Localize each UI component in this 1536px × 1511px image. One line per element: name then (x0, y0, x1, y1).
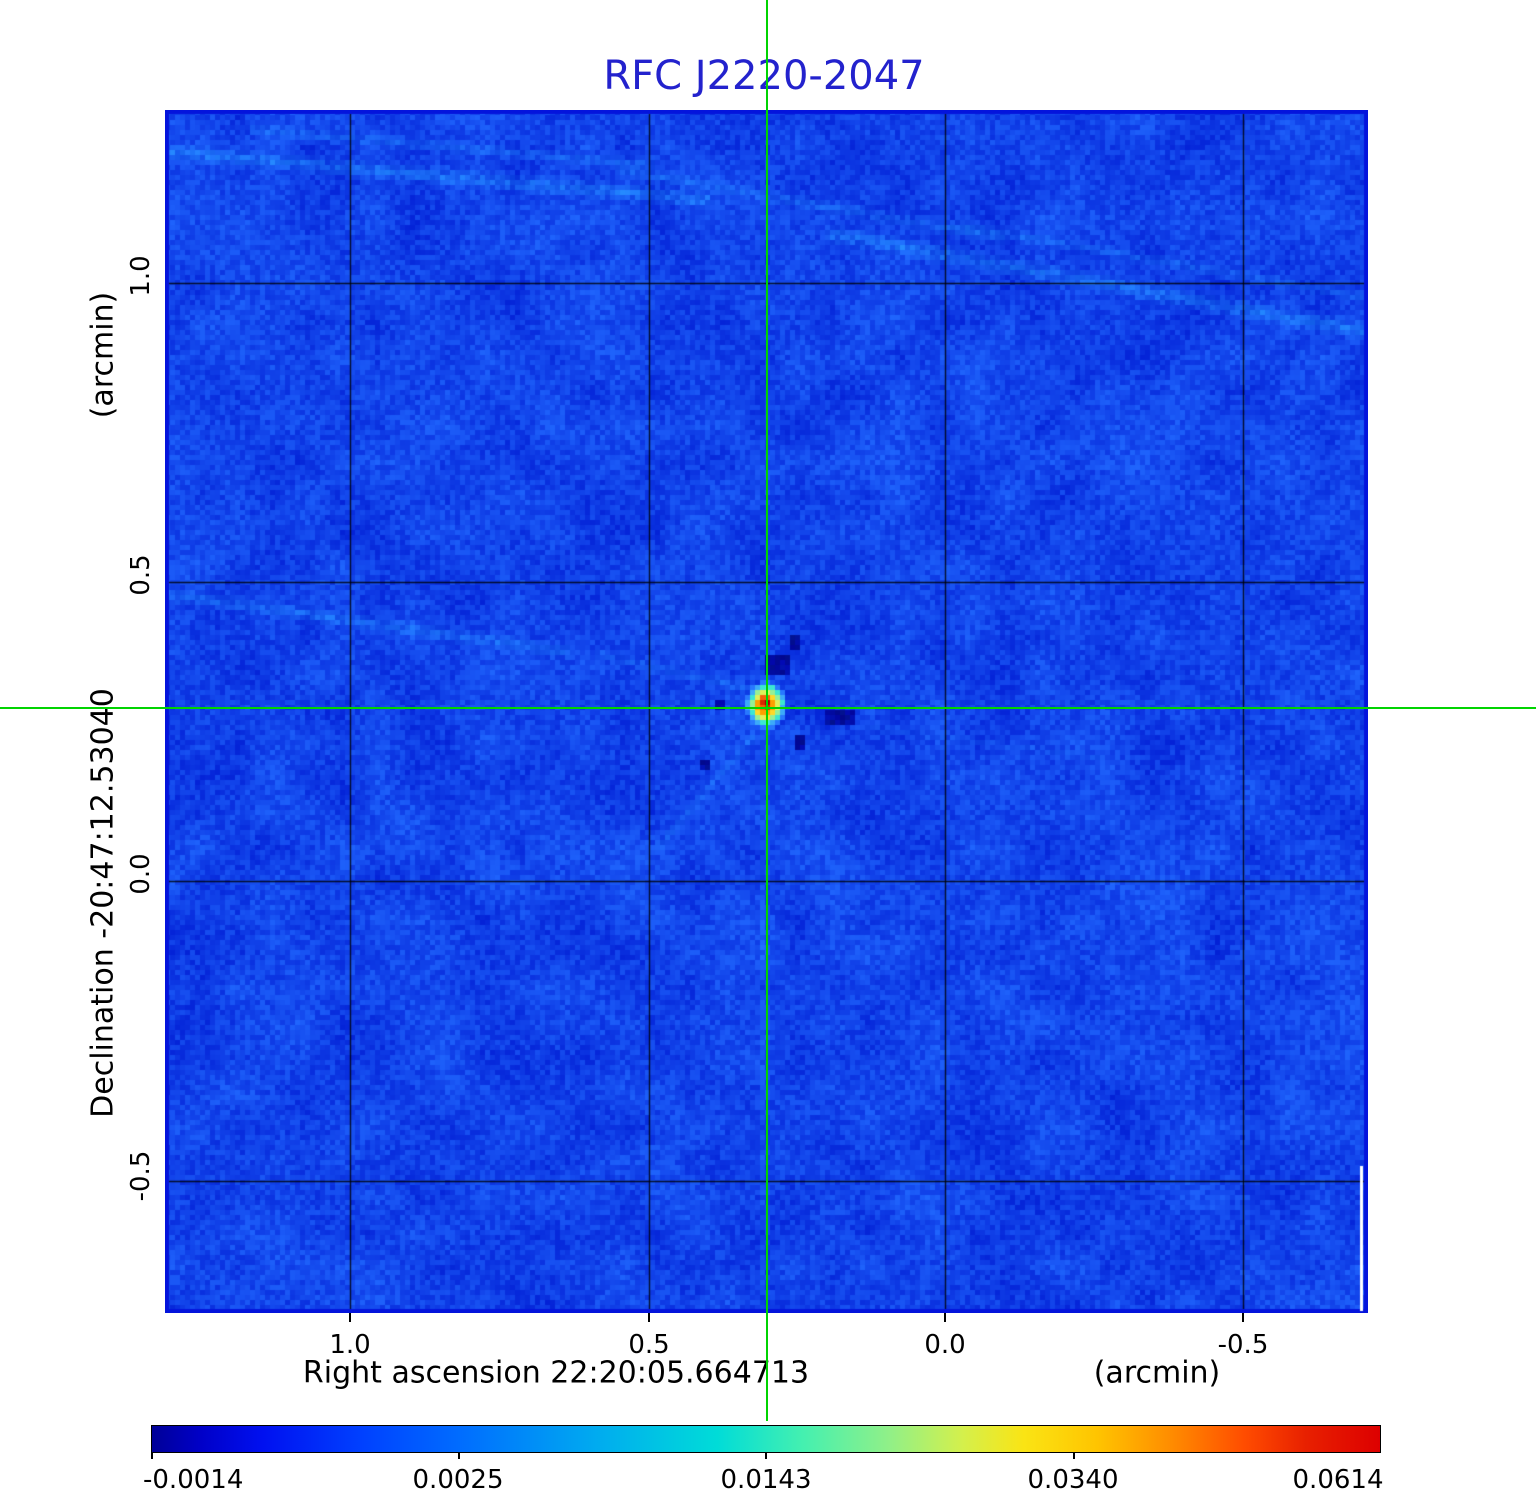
y-axis-label: Declination -20:47:12.53040 (85, 688, 121, 1118)
x-tick-label: 0.0 (924, 1330, 966, 1360)
x-tick-label: 1.0 (329, 1330, 371, 1360)
x-tick-label: 0.5 (628, 1330, 670, 1360)
x-axis-unit-label: (arcmin) (1093, 1355, 1221, 1391)
colorbar-tick-label: -0.0014 (143, 1465, 244, 1495)
x-tick-mark (1242, 1313, 1244, 1322)
colorbar-tick-mark (458, 1452, 460, 1459)
y-tick-label: 0.0 (126, 853, 156, 895)
colorbar-tick-label: 0.0143 (720, 1465, 812, 1495)
y-tick-label: -0.5 (126, 1150, 156, 1202)
crosshair-horizontal-line (0, 707, 1536, 709)
x-tick-mark (648, 1313, 650, 1322)
colorbar-tick-mark (151, 1452, 153, 1459)
y-axis-unit-label: (arcmin) (85, 291, 121, 419)
crosshair-vertical-line (766, 0, 768, 1421)
y-tick-label: 0.5 (126, 554, 156, 596)
x-tick-label: -0.5 (1217, 1330, 1269, 1360)
colorbar-tick-mark (765, 1452, 767, 1459)
colorbar-tick-mark (1073, 1452, 1075, 1459)
x-tick-mark (944, 1313, 946, 1322)
x-axis-label: Right ascension 22:20:05.664713 (302, 1355, 810, 1391)
x-tick-mark (349, 1313, 351, 1322)
page-title: RFC J2220-2047 (603, 53, 925, 99)
y-tick-label: 1.0 (126, 255, 156, 297)
colorbar-tick-label: 0.0340 (1027, 1465, 1119, 1495)
colorbar-tick-label: 0.0025 (412, 1465, 504, 1495)
colorbar (151, 1425, 1381, 1453)
colorbar-tick-label: 0.0614 (1292, 1465, 1384, 1495)
